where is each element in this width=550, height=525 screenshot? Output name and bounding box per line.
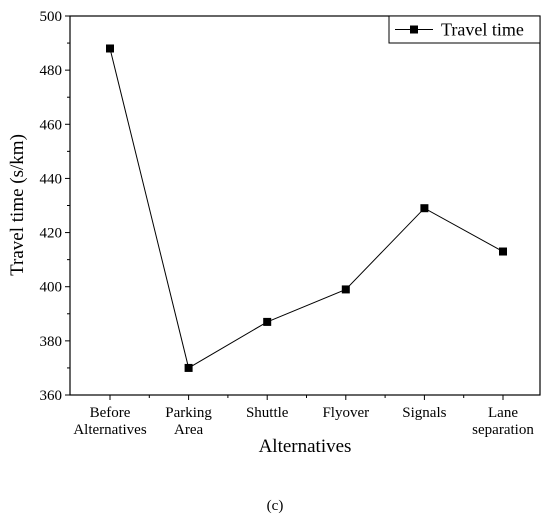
y-tick-label: 440 — [40, 171, 63, 187]
y-tick-label: 500 — [40, 9, 63, 25]
figure-caption: (c) — [267, 498, 284, 514]
x-tick-label: Flyover — [322, 405, 369, 421]
y-tick-label: 420 — [40, 226, 63, 242]
y-axis: 360 380 400 420 440 460 480 500 — [40, 9, 70, 404]
plot-frame — [69, 15, 541, 396]
x-tick-label: Shuttle — [246, 405, 289, 421]
x-tick-label: Lane separation — [472, 405, 534, 438]
y-axis-title: Travel time (s/km) — [7, 134, 28, 276]
y-tick-label: 380 — [40, 334, 63, 350]
data-point — [184, 363, 193, 372]
y-tick-label: 360 — [40, 388, 63, 404]
data-point — [341, 285, 350, 294]
y-tick-label: 400 — [40, 280, 63, 296]
x-axis-title: Alternatives — [259, 436, 352, 457]
data-point — [263, 317, 272, 326]
series-travel-time — [106, 44, 507, 372]
x-tick-label: Before Alternatives — [73, 405, 146, 438]
x-tick-label: Signals — [402, 405, 446, 421]
data-point — [499, 247, 507, 256]
legend-label: Travel time — [441, 20, 524, 40]
legend-marker — [410, 25, 418, 34]
x-axis: Before Alternatives Parking Area Shuttle Flyo… — [73, 395, 534, 438]
series-line — [109, 48, 504, 369]
y-tick-label: 460 — [40, 117, 63, 133]
legend: Travel time — [388, 15, 541, 44]
data-point — [420, 204, 429, 213]
x-tick-label: Parking Area — [165, 405, 212, 438]
data-point — [106, 44, 114, 53]
y-tick-label: 480 — [40, 63, 63, 79]
